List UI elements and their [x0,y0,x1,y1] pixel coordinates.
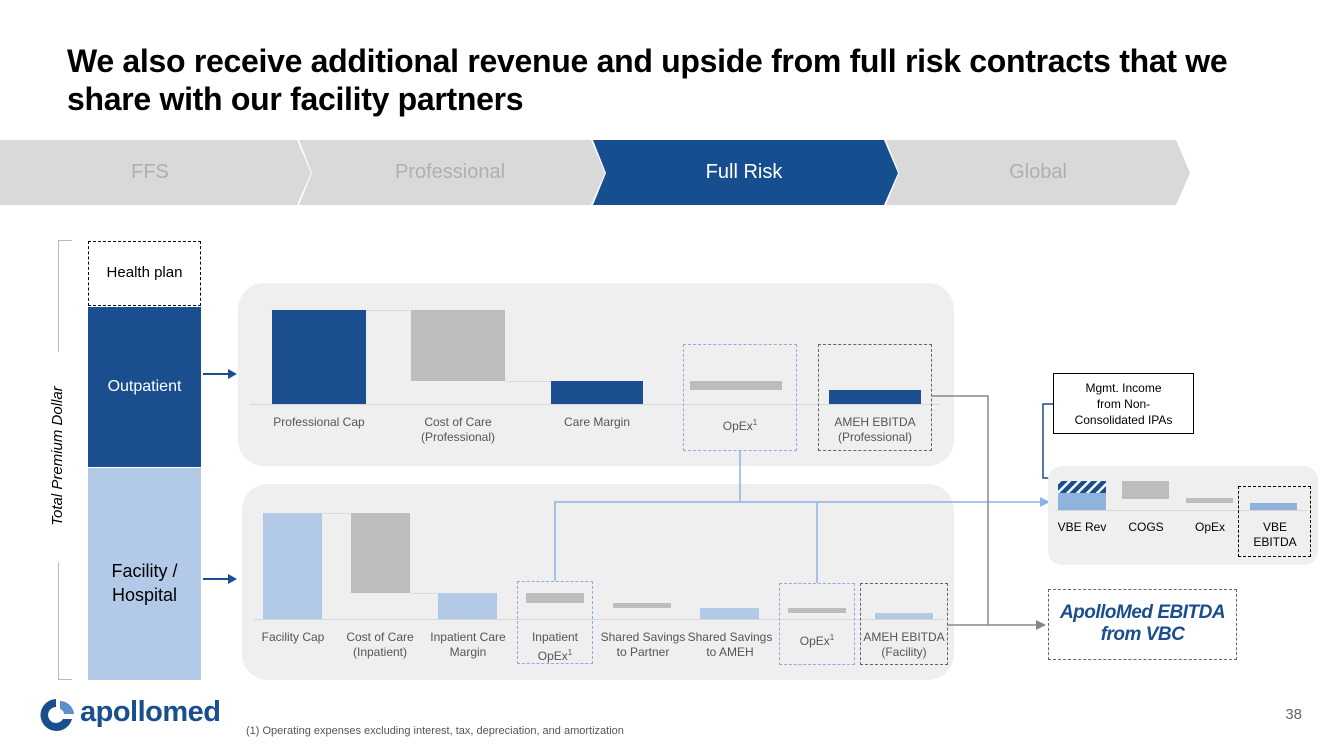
bar-opex-facility [788,608,846,613]
bar-shared-savings-partner [613,603,671,608]
health-plan-box [88,241,201,306]
label-ameh-ebitda-professional: AMEH EBITDA (Professional) [834,415,916,444]
bar-cogs [1122,481,1169,499]
professional-baseline [250,404,940,405]
tab-full-risk-label: Full Risk [705,161,783,183]
opex-box-facility [779,583,855,665]
facility-label: Facility / Hospital [111,561,178,605]
bar-ameh-ebitda-facility [875,613,933,619]
bar-inpatient-care-margin [438,593,497,619]
stage-tabs [0,140,1190,205]
label-inpatient-opex: Inpatient OpEx1 [531,630,579,663]
facility-baseline [254,619,944,620]
inpatient-opex-box [517,581,593,664]
label-ameh-ebitda-facility: AMEH EBITDA (Facility) [863,630,945,659]
bar-cost-of-care-professional [411,310,505,381]
bar-opex-professional [690,381,782,390]
apollomed-ebitda-box [1048,589,1237,660]
bar-facility-cap [263,513,322,619]
bar-vbe-ebitda [1250,503,1297,510]
bar-vbe-rev [1058,481,1106,510]
apollomed-logo-icon [40,699,74,731]
label-facility-cap: Facility Cap [261,630,325,644]
bar-professional-cap [272,310,366,404]
bar-shared-savings-ameh [700,608,759,619]
bar-care-margin [551,381,643,404]
mgmt-income-callout: Mgmt. Income from Non- Consolidated IPAs [1053,373,1194,434]
label-care-margin: Care Margin [563,415,631,429]
tab-professional-label: Professional [394,161,506,183]
outpatient-block [88,307,201,467]
ameh-ebitda-box-professional [818,344,932,451]
tab-global[interactable] [886,140,1190,205]
label-vbe-opex: OpEx [1194,520,1225,534]
label-cogs: COGS [1128,520,1164,534]
apollomed-ebitda-label: ApolloMed EBITDA from VBC [1059,602,1226,645]
facility-block [88,468,201,680]
bar-ameh-ebitda-professional [829,390,921,404]
label-shared-savings-ameh: Shared Savings to AMEH [687,630,773,659]
opex-box-professional [683,344,797,451]
label-vbe-rev: VBE Rev [1057,520,1107,534]
label-opex-facility: OpEx1 [799,633,835,648]
health-plan-label: Health plan [106,264,183,281]
label-cost-of-care-inpatient: Cost of Care (Inpatient) [346,630,414,659]
facility-arrow [203,574,237,584]
label-shared-savings-partner: Shared Savings to Partner [600,630,686,659]
label-opex-professional: OpEx1 [722,418,758,433]
outpatient-arrow [203,369,237,379]
label-inpatient-care-margin: Inpatient Care Margin [430,630,506,659]
bar-vbe-opex [1186,498,1233,503]
vbe-ebitda-box [1238,486,1311,557]
page-number: 38 [1285,706,1302,723]
ameh-ebitda-box-facility [860,583,948,665]
tab-full-risk[interactable] [593,140,898,205]
bar-inpatient-opex [526,593,584,603]
footnote: (1) Operating expenses excluding interes… [246,725,624,737]
tab-professional[interactable] [299,140,605,205]
label-cost-of-care-professional: Cost of Care (Professional) [420,415,496,444]
label-vbe-ebitda: VBE EBITDA [1253,520,1297,549]
tab-ffs[interactable] [0,140,311,205]
vbe-baseline [1055,510,1307,511]
tab-ffs-label: FFS [131,161,169,183]
label-professional-cap: Professional Cap [273,415,365,429]
outpatient-label: Outpatient [107,378,182,395]
tab-global-label: Global [1009,161,1067,183]
page-title: We also receive additional revenue and u… [67,43,1228,117]
apollomed-logo-text: apollomed [80,696,221,728]
bar-cost-of-care-inpatient [351,513,410,593]
